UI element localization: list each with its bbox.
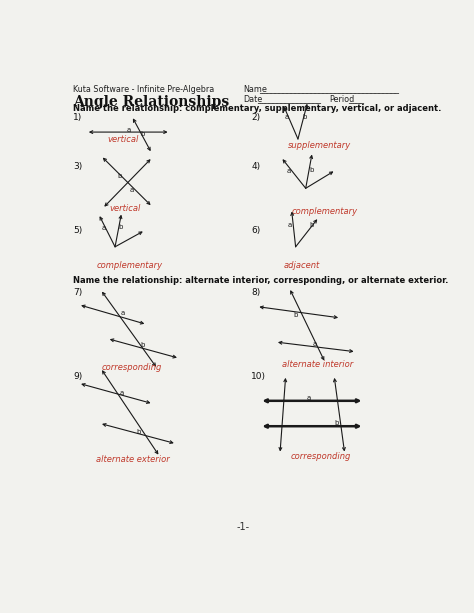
Text: Name: Name — [244, 85, 268, 94]
Text: a: a — [130, 187, 134, 193]
Text: 7): 7) — [73, 287, 82, 297]
Text: 10): 10) — [251, 372, 266, 381]
Text: 6): 6) — [251, 226, 261, 235]
Text: alternate interior: alternate interior — [283, 360, 354, 369]
Text: a: a — [313, 341, 317, 347]
Text: 2): 2) — [251, 113, 261, 122]
Text: a: a — [127, 127, 131, 133]
Text: Name the relationship: alternate interior, corresponding, or alternate exterior.: Name the relationship: alternate interio… — [73, 276, 448, 285]
Text: Period: Period — [329, 95, 354, 104]
Text: corresponding: corresponding — [290, 452, 351, 462]
Text: corresponding: corresponding — [102, 363, 162, 372]
Text: b: b — [136, 428, 140, 435]
Text: b: b — [293, 311, 298, 318]
Text: 4): 4) — [251, 162, 261, 171]
Text: 3): 3) — [73, 162, 82, 171]
Text: adjacent: adjacent — [284, 261, 320, 270]
Text: 1): 1) — [73, 113, 82, 122]
Text: b: b — [309, 167, 313, 173]
Text: 5): 5) — [73, 226, 82, 235]
Text: b: b — [302, 115, 306, 120]
Text: b: b — [118, 224, 123, 230]
Text: alternate exterior: alternate exterior — [96, 455, 170, 465]
Text: -1-: -1- — [237, 522, 249, 531]
Text: ________________: ________________ — [257, 95, 321, 104]
Text: ___________________________________: ___________________________________ — [259, 85, 399, 94]
Text: a: a — [286, 169, 291, 174]
Text: Angle Relationships: Angle Relationships — [73, 95, 229, 109]
Text: Date: Date — [244, 95, 263, 104]
Text: 9): 9) — [73, 372, 82, 381]
Text: complementary: complementary — [96, 261, 163, 270]
Text: 8): 8) — [251, 287, 261, 297]
Text: a: a — [121, 310, 125, 316]
Text: b: b — [309, 223, 313, 228]
Text: b: b — [335, 420, 339, 426]
Text: b: b — [141, 131, 145, 137]
Text: a: a — [307, 395, 311, 402]
Text: a: a — [287, 223, 292, 228]
Text: vertical: vertical — [107, 135, 139, 144]
Text: complementary: complementary — [292, 207, 358, 216]
Text: ____: ____ — [348, 95, 365, 104]
Text: b: b — [118, 173, 122, 179]
Text: a: a — [285, 115, 289, 120]
Text: Name the relationship: complementary, supplementary, vertical, or adjacent.: Name the relationship: complementary, su… — [73, 104, 442, 113]
Text: vertical: vertical — [109, 204, 141, 213]
Text: b: b — [141, 343, 145, 348]
Text: supplementary: supplementary — [288, 141, 351, 150]
Text: Kuta Software - Infinite Pre-Algebra: Kuta Software - Infinite Pre-Algebra — [73, 85, 214, 94]
Text: a: a — [102, 226, 106, 231]
Text: a: a — [119, 390, 123, 396]
